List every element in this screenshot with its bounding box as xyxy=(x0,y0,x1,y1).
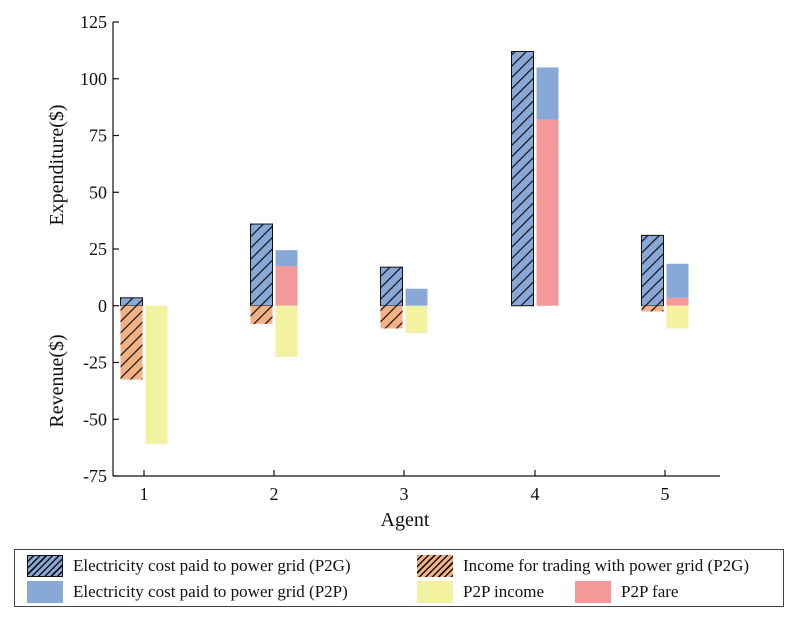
bar-p2p-cost-agent-4 xyxy=(536,67,559,120)
bar-p2p-fare-agent-5 xyxy=(666,297,689,306)
y-tick-label: 75 xyxy=(89,126,107,146)
bar-p2g-cost-agent-5 xyxy=(641,234,664,307)
bar-p2g-cost-agent-1 xyxy=(120,297,143,307)
bar-p2g-cost-agent-2 xyxy=(250,223,273,307)
legend: Electricity cost paid to power grid (P2G… xyxy=(14,549,784,607)
axes-layer: 125 100 75 50 25 0 -25 -50 -75 1 2 3 4 5 xyxy=(80,12,720,504)
y-tick-label: 50 xyxy=(89,182,107,202)
y-tick-label: -75 xyxy=(83,466,107,486)
legend-label-p2g-cost: Electricity cost paid to power grid (P2G… xyxy=(73,556,351,575)
x-tick-label: 4 xyxy=(531,484,540,504)
x-tick-label: 1 xyxy=(140,484,149,504)
y-tick-label: 100 xyxy=(80,69,107,89)
bar-p2g-income-agent-1 xyxy=(120,305,143,380)
y-tick-label: -50 xyxy=(83,409,107,429)
legend-item-p2p-fare: P2P fare xyxy=(575,580,678,604)
chart: 125 100 75 50 25 0 -25 -50 -75 1 2 3 4 5 Expenditure(… xyxy=(46,12,720,531)
legend-label-p2p-income: P2P income xyxy=(463,582,545,601)
bar-p2g-cost-agent-4 xyxy=(511,51,534,307)
legend-swatch-p2g-income xyxy=(417,555,453,577)
bar-p2p-fare-agent-2 xyxy=(275,266,298,306)
legend-swatch-p2p-cost xyxy=(27,581,63,603)
x-tick-label: 5 xyxy=(661,484,670,504)
y-tick-label: 125 xyxy=(80,12,107,32)
bar-p2p-income-agent-2 xyxy=(275,305,298,357)
legend-item-p2p-income: P2P income xyxy=(417,580,544,604)
legend-label-p2p-cost: Electricity cost paid to power grid (P2P… xyxy=(73,582,348,601)
legend-swatch-p2g-cost xyxy=(27,555,63,577)
bar-p2p-income-agent-5 xyxy=(666,305,689,329)
legend-item-p2g-cost: Electricity cost paid to power grid (P2G… xyxy=(27,554,351,578)
bar-p2p-income-agent-3 xyxy=(405,305,428,333)
legend-label-p2g-income: Income for trading with power grid (P2G) xyxy=(463,556,750,575)
legend-label-p2p-fare: P2P fare xyxy=(621,582,679,601)
bars-layer xyxy=(120,51,689,445)
y-tick-label: -25 xyxy=(83,353,107,373)
legend-swatch-p2p-income xyxy=(417,581,453,603)
x-tick-label: 3 xyxy=(400,484,409,504)
x-tick-label: 2 xyxy=(270,484,279,504)
bar-p2p-cost-agent-3 xyxy=(405,288,428,306)
bar-p2g-cost-agent-3 xyxy=(380,266,403,307)
legend-item-p2p-cost: Electricity cost paid to power grid (P2P… xyxy=(27,580,348,604)
y-tick-label: 0 xyxy=(98,296,107,316)
legend-item-p2g-income: Income for trading with power grid (P2G) xyxy=(417,554,749,578)
x-axis-title: Agent xyxy=(381,509,430,531)
y-axis-title-revenue: Revenue($) xyxy=(46,334,68,427)
bar-p2p-cost-agent-5 xyxy=(666,263,689,298)
y-axis-title-expenditure: Expenditure($) xyxy=(46,104,68,225)
bar-p2g-income-agent-5 xyxy=(641,305,664,312)
legend-swatch-p2p-fare xyxy=(575,581,611,603)
bar-p2p-income-agent-1 xyxy=(145,305,168,445)
y-tick-label: 25 xyxy=(89,239,107,259)
bar-p2g-income-agent-2 xyxy=(250,305,273,324)
bar-p2p-fare-agent-4 xyxy=(536,119,559,306)
bar-p2g-income-agent-3 xyxy=(380,305,403,329)
bar-p2p-cost-agent-2 xyxy=(275,250,298,267)
